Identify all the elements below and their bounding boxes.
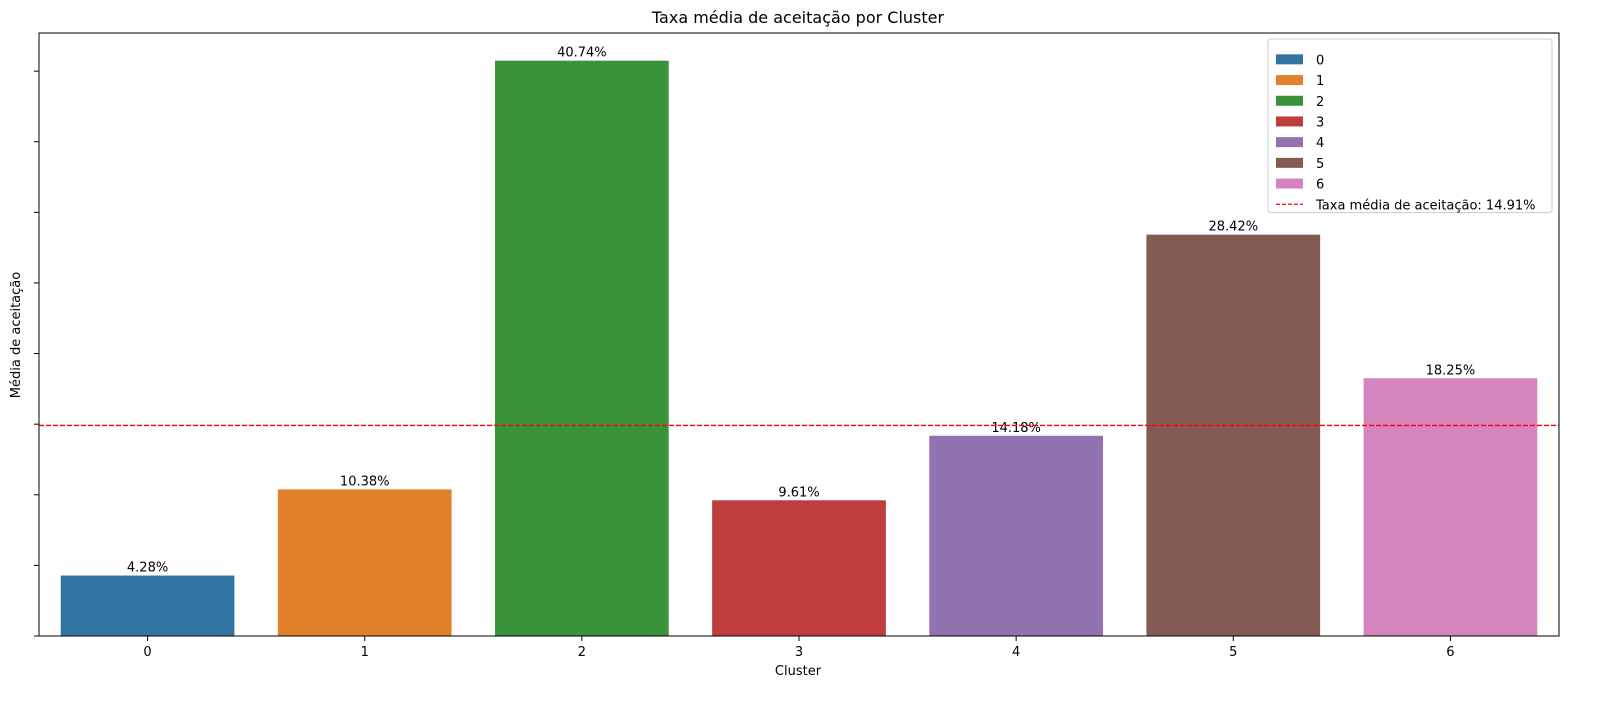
plot-area: 4.28% 10.38% 40.74% 9.61% 14.18% 28.42% 18.25%… — [34, 32, 1560, 660]
legend-frame — [1267, 38, 1553, 214]
legend-swatch-1 — [1276, 75, 1303, 86]
legend-swatch-0 — [1276, 54, 1303, 65]
bar-cluster-2 — [495, 60, 669, 636]
legend-swatch-2 — [1276, 95, 1303, 106]
legend-swatch-5 — [1276, 157, 1303, 168]
x-tick-label-6: 6 — [1446, 645, 1454, 660]
chart-title: Taxa média de aceitação por Cluster — [651, 8, 945, 27]
x-axis-label: Cluster — [775, 664, 822, 679]
bar-cluster-4 — [929, 435, 1103, 636]
legend: 0 1 2 3 4 5 6 Taxa média de aceitação: 14.91% — [1267, 38, 1553, 214]
legend-label-1: 1 — [1316, 74, 1324, 89]
y-axis-label: Média de aceitação — [9, 272, 24, 398]
legend-label-3: 3 — [1316, 115, 1324, 130]
bar-cluster-5 — [1146, 234, 1321, 637]
data-label-cluster-1: 10.38% — [340, 474, 390, 489]
legend-label-2: 2 — [1316, 95, 1324, 110]
x-tick-label-4: 4 — [1012, 645, 1020, 660]
data-label-cluster-0: 4.28% — [127, 561, 168, 576]
legend-swatch-6 — [1276, 178, 1303, 189]
x-tick-label-1: 1 — [361, 645, 369, 660]
data-label-cluster-5: 28.42% — [1208, 220, 1258, 235]
bar-cluster-3 — [712, 500, 886, 636]
data-label-cluster-3: 9.61% — [778, 485, 819, 500]
data-label-cluster-6: 18.25% — [1426, 363, 1476, 378]
x-tick-label-5: 5 — [1229, 645, 1237, 660]
bar-cluster-6 — [1363, 378, 1538, 636]
data-label-cluster-2: 40.74% — [557, 46, 607, 61]
legend-label-reference-line: Taxa média de aceitação: 14.91% — [1315, 198, 1536, 213]
x-tick-label-0: 0 — [143, 645, 151, 660]
plot-frame — [38, 32, 1560, 637]
legend-label-6: 6 — [1316, 178, 1324, 193]
x-tick-label-3: 3 — [795, 645, 803, 660]
legend-swatch-3 — [1276, 116, 1303, 127]
legend-label-0: 0 — [1316, 53, 1324, 68]
data-label-cluster-4: 14.18% — [991, 421, 1041, 436]
legend-swatch-4 — [1276, 137, 1303, 148]
legend-label-5: 5 — [1316, 157, 1324, 172]
legend-label-4: 4 — [1316, 136, 1324, 151]
x-tick-label-2: 2 — [578, 645, 586, 660]
bar-cluster-1 — [277, 489, 452, 636]
bar-cluster-0 — [60, 575, 235, 636]
